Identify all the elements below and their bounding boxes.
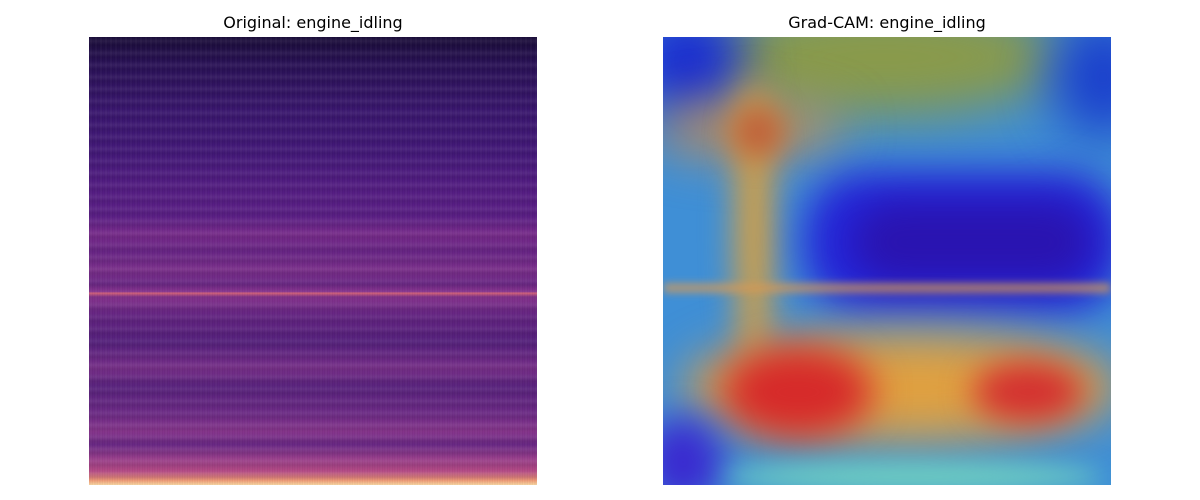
original-panel-title: Original: engine_idling [223,13,403,32]
gradcam-heatmap-image [663,37,1111,485]
gradcam-render [663,37,1111,485]
gradcam-panel-title: Grad-CAM: engine_idling [788,13,986,32]
spectrogram-render [89,37,537,485]
original-spectrogram-image [89,37,537,485]
